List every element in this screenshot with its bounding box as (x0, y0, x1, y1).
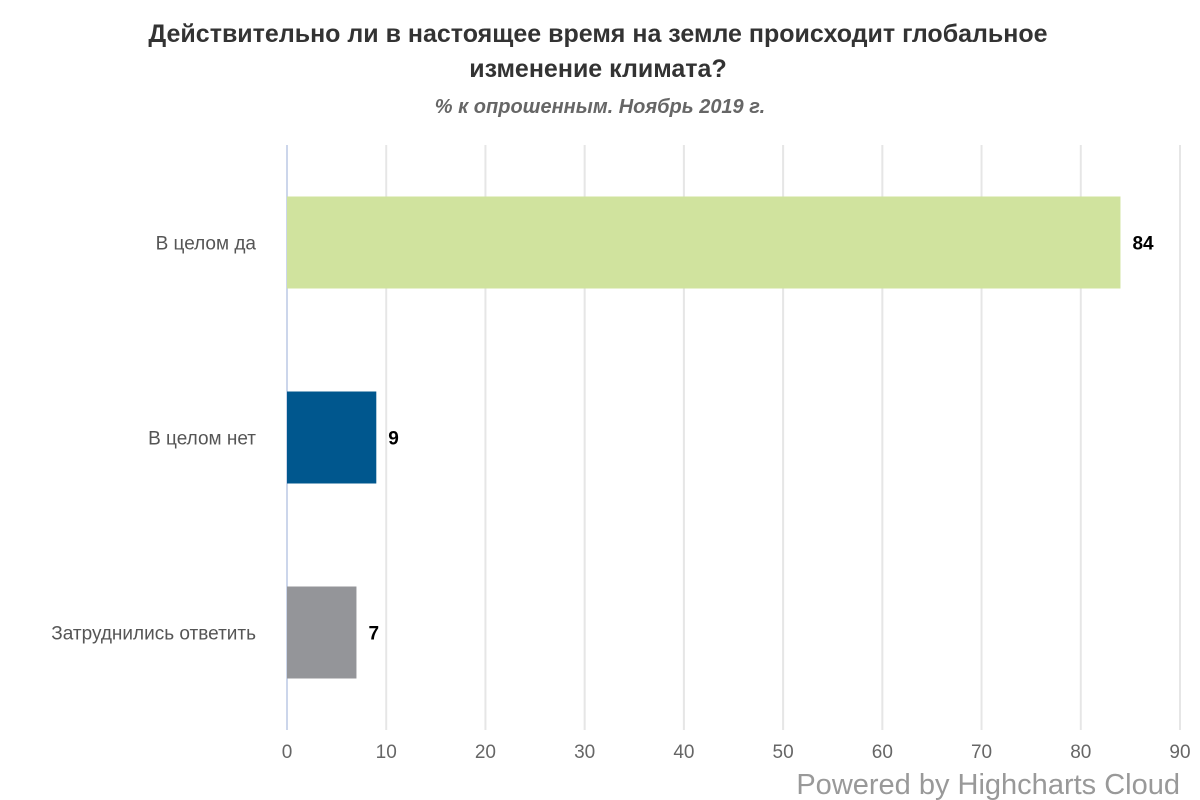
x-tick-label: 20 (475, 742, 496, 763)
data-label: 9 (388, 429, 399, 450)
bar[interactable] (287, 196, 1121, 289)
category-label: Затруднились ответить (51, 624, 256, 645)
chart-subtitle: % к опрошенным. Ноябрь 2019 г. (435, 96, 765, 118)
category-label: В целом да (156, 234, 257, 255)
data-label: 7 (368, 624, 379, 645)
x-tick-label: 80 (1070, 742, 1091, 763)
bar[interactable] (287, 391, 377, 484)
chart-title-line-1: Действительно ли в настоящее время на зе… (148, 20, 1047, 48)
x-tick-label: 30 (574, 742, 595, 763)
x-tick-label: 40 (673, 742, 694, 763)
x-tick-label: 50 (773, 742, 794, 763)
category-label: В целом нет (148, 429, 256, 450)
x-tick-label: 90 (1169, 742, 1190, 763)
x-tick-label: 70 (971, 742, 992, 763)
x-tick-label: 0 (282, 742, 293, 763)
credits-link[interactable]: Powered by Highcharts Cloud (796, 769, 1180, 800)
chart-title-line-2: изменение климата? (469, 55, 726, 83)
data-label: 84 (1132, 234, 1154, 255)
bar[interactable] (287, 586, 357, 679)
x-tick-label: 60 (872, 742, 893, 763)
x-tick-label: 10 (376, 742, 397, 763)
